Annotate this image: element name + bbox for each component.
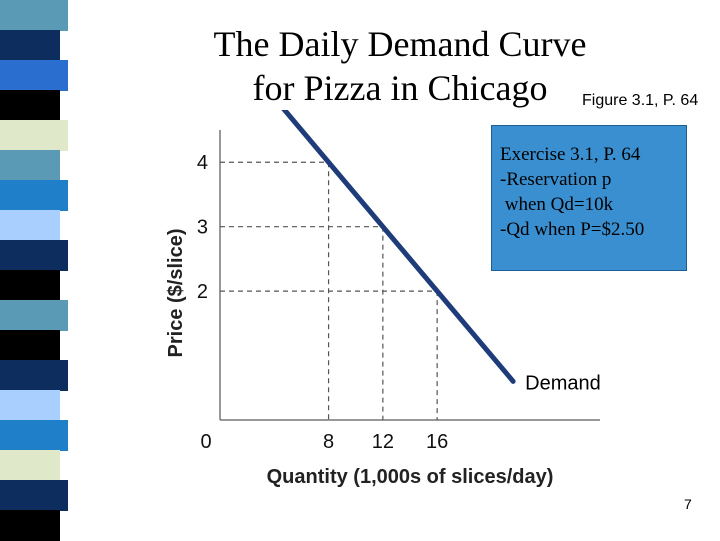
stripe-block [0, 0, 68, 31]
x-axis-label: Quantity (1,000s of slices/day) [267, 466, 554, 488]
y-tick-label: 2 [197, 281, 208, 303]
y-tick-label: 3 [197, 217, 208, 239]
figure-reference: Figure 3.1, P. 64 [582, 92, 699, 109]
demand-chart: Demand 2 3 4 0 8 12 16 Quantity (1,000s of slice… [165, 110, 600, 488]
stripe-block [0, 60, 68, 91]
stripe-block [0, 510, 60, 541]
stripe-block [0, 420, 68, 451]
exercise-line: Exercise 3.1, P. 64 [500, 144, 641, 165]
slide-title-line-1: The Daily Demand Curve [213, 24, 587, 64]
stripe-block [0, 300, 68, 331]
x-tick-label: 12 [372, 431, 394, 453]
decorative-side-stripe [0, 0, 68, 541]
page-number: 7 [684, 496, 692, 512]
stripe-block [0, 30, 60, 61]
y-tick-label: 4 [197, 152, 208, 174]
stripe-block [0, 330, 60, 361]
stripe-block [0, 450, 60, 481]
exercise-line: -Qd when P=$2.50 [500, 219, 645, 240]
stripe-block [0, 270, 60, 301]
x-tick-label: 8 [323, 431, 334, 453]
stripe-block [0, 390, 60, 421]
exercise-box: Exercise 3.1, P. 64 -Reservation p when … [491, 125, 687, 271]
stripe-block [0, 180, 68, 211]
exercise-line: when Qd=10k [500, 194, 614, 215]
slide-title-line-2: for Pizza in Chicago [252, 68, 548, 108]
stripe-block [0, 480, 68, 511]
exercise-line: -Reservation p [500, 169, 612, 190]
stripe-block [0, 210, 60, 241]
stripe-block [0, 120, 68, 151]
x-tick-label: 16 [426, 431, 448, 453]
stripe-block [0, 240, 68, 271]
stripe-block [0, 90, 60, 121]
y-axis-label: Price ($/slice) [165, 229, 187, 358]
stripe-block [0, 150, 60, 181]
x-tick-label: 0 [200, 431, 211, 453]
stripe-block [0, 360, 68, 391]
demand-line [281, 110, 516, 384]
demand-series-label: Demand [525, 372, 600, 394]
